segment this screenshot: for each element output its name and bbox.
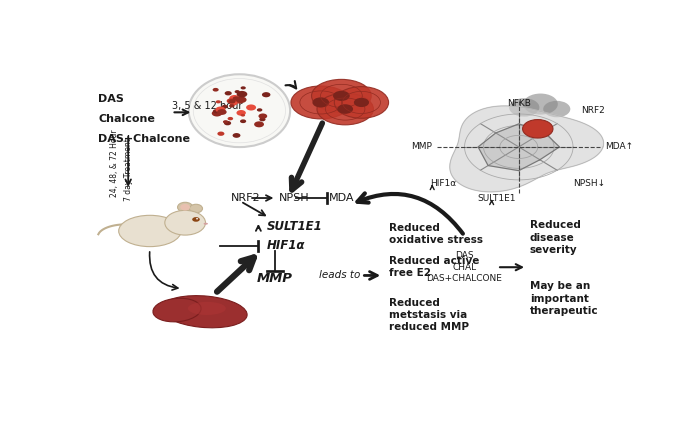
- Circle shape: [228, 117, 233, 120]
- Ellipse shape: [291, 86, 351, 119]
- Ellipse shape: [204, 223, 208, 225]
- Circle shape: [217, 109, 227, 115]
- Text: MDA↑: MDA↑: [606, 143, 634, 152]
- Text: 24, 48, & 72 Hour: 24, 48, & 72 Hour: [110, 130, 119, 197]
- Ellipse shape: [153, 298, 201, 322]
- Circle shape: [262, 92, 270, 97]
- Circle shape: [509, 98, 540, 116]
- Ellipse shape: [178, 202, 193, 212]
- Circle shape: [257, 108, 262, 112]
- Ellipse shape: [161, 296, 247, 328]
- Text: Reduced active
free E2: Reduced active free E2: [389, 256, 479, 279]
- Text: NRF2: NRF2: [581, 106, 605, 115]
- Circle shape: [312, 97, 329, 107]
- Circle shape: [227, 98, 235, 104]
- Circle shape: [354, 98, 369, 107]
- Circle shape: [241, 114, 245, 116]
- Ellipse shape: [189, 74, 290, 147]
- Circle shape: [237, 110, 246, 116]
- Ellipse shape: [193, 79, 286, 143]
- Circle shape: [196, 218, 198, 220]
- Ellipse shape: [119, 215, 181, 247]
- Circle shape: [333, 91, 350, 101]
- Circle shape: [241, 86, 246, 89]
- Circle shape: [259, 118, 265, 121]
- Text: NPSH↓: NPSH↓: [573, 178, 605, 187]
- Ellipse shape: [190, 204, 202, 213]
- Circle shape: [523, 94, 558, 115]
- Circle shape: [223, 120, 228, 123]
- Text: DAS+Chalcone: DAS+Chalcone: [98, 134, 190, 144]
- Ellipse shape: [335, 86, 388, 118]
- Text: Reduced
oxidative stress: Reduced oxidative stress: [389, 223, 482, 246]
- Circle shape: [246, 104, 256, 110]
- Text: 7 day Treatment: 7 day Treatment: [124, 139, 133, 202]
- Circle shape: [523, 119, 553, 138]
- Text: NPSH: NPSH: [279, 193, 309, 203]
- Ellipse shape: [312, 79, 371, 112]
- Circle shape: [228, 99, 236, 104]
- Circle shape: [216, 107, 225, 113]
- Circle shape: [229, 95, 240, 101]
- Polygon shape: [450, 106, 603, 192]
- Ellipse shape: [181, 204, 190, 211]
- Text: MMP: MMP: [411, 143, 432, 152]
- Circle shape: [234, 98, 244, 104]
- Text: MDA: MDA: [329, 193, 354, 203]
- Circle shape: [543, 101, 570, 117]
- Circle shape: [218, 131, 225, 136]
- Circle shape: [337, 104, 353, 114]
- Text: SULT1E1: SULT1E1: [267, 220, 322, 232]
- Circle shape: [236, 97, 246, 103]
- Text: DAS: DAS: [98, 94, 124, 104]
- Text: Reduced
metstasis via
reduced MMP: Reduced metstasis via reduced MMP: [389, 297, 468, 333]
- Ellipse shape: [188, 302, 226, 315]
- Text: Reduced
disease
severity: Reduced disease severity: [530, 220, 580, 255]
- Circle shape: [211, 110, 222, 116]
- Polygon shape: [478, 124, 559, 171]
- Circle shape: [230, 101, 237, 106]
- Text: SULT1E1: SULT1E1: [477, 193, 516, 202]
- Circle shape: [232, 133, 240, 138]
- Circle shape: [240, 119, 246, 123]
- Text: NRF2: NRF2: [231, 193, 261, 203]
- Circle shape: [258, 113, 267, 119]
- Text: HIF1α: HIF1α: [430, 178, 456, 187]
- Circle shape: [254, 121, 264, 128]
- Circle shape: [224, 121, 231, 125]
- Ellipse shape: [164, 211, 206, 235]
- Text: DAS
CHAL
DAS+CHALCONE: DAS CHAL DAS+CHALCONE: [426, 251, 503, 283]
- Circle shape: [193, 217, 200, 222]
- Text: 3, 5 & 12 hour: 3, 5 & 12 hour: [172, 101, 242, 111]
- Text: NFKB: NFKB: [507, 99, 531, 108]
- Text: May be an
important
therapeutic: May be an important therapeutic: [530, 281, 598, 316]
- Text: MMP: MMP: [257, 272, 293, 285]
- Circle shape: [229, 104, 234, 107]
- Circle shape: [232, 96, 239, 101]
- Text: leads to: leads to: [319, 270, 360, 280]
- Circle shape: [213, 109, 220, 113]
- Circle shape: [237, 91, 247, 98]
- Circle shape: [222, 105, 228, 109]
- Circle shape: [225, 91, 232, 95]
- Ellipse shape: [317, 93, 373, 125]
- Text: Chalcone: Chalcone: [98, 114, 155, 124]
- Circle shape: [213, 88, 218, 92]
- Text: HIF1α: HIF1α: [267, 239, 305, 252]
- Circle shape: [216, 100, 221, 104]
- Circle shape: [234, 90, 240, 93]
